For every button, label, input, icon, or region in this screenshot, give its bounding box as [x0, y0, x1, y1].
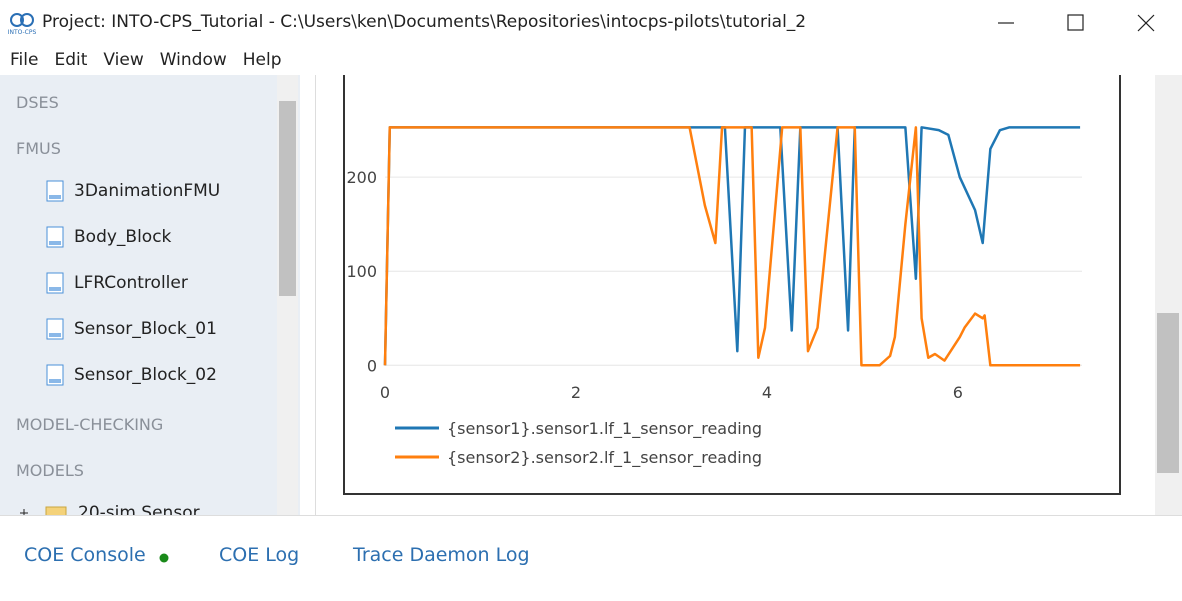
menu-item[interactable]: Edit	[54, 50, 88, 70]
menu-item[interactable]: Help	[242, 50, 282, 70]
tree-item[interactable]: LFRController	[46, 272, 188, 294]
divider	[315, 75, 316, 515]
tree-item[interactable]: 3DanimationFMU	[46, 180, 220, 202]
chart-frame: 0 100 200 0 2 4 6 {sensor1}.sensor1.lf_1_sensor…	[343, 75, 1121, 495]
y-tick-label: 200	[346, 168, 377, 187]
section-header[interactable]: DSES	[16, 93, 59, 112]
menu-bar: File Edit View Window Help	[0, 45, 1182, 75]
tree-item[interactable]: Sensor_Block_01	[46, 318, 217, 340]
tree-item[interactable]: Sensor_Block_02	[46, 364, 217, 386]
item-label: Sensor_Block_01	[74, 319, 217, 339]
item-label: Sensor_Block_02	[74, 365, 217, 385]
item-label: 3DanimationFMU	[74, 181, 221, 201]
window-controls[interactable]	[990, 10, 1170, 36]
menu-item[interactable]: View	[103, 50, 144, 70]
tab[interactable]: COE Console	[24, 544, 146, 566]
scrollbar[interactable]	[1155, 75, 1182, 515]
logo-text: INTO-CPS	[8, 29, 36, 36]
file-icon	[46, 226, 64, 248]
folder-icon	[20, 506, 67, 515]
window-title: Project: INTO-CPS_Tutorial - C:\Users\ke…	[42, 12, 807, 32]
item-label: LFRController	[74, 273, 188, 293]
scrollbar[interactable]	[277, 75, 298, 515]
series-line	[383, 126, 1081, 366]
y-tick-label: 100	[346, 262, 377, 281]
app-logo: INTO-CPS	[8, 13, 36, 36]
file-icon	[46, 318, 64, 340]
bottom-panel: COE Console COE Log Trace Daemon Log	[0, 515, 1182, 601]
section-header[interactable]: MODEL-CHECKING	[16, 415, 164, 434]
legend-label: {sensor1}.sensor1.lf_1_sensor_reading	[447, 419, 762, 439]
item-label: 20-sim Sensor	[78, 503, 200, 515]
scroll-thumb[interactable]	[279, 101, 296, 296]
y-tick-label: 0	[367, 356, 377, 375]
title-bar: INTO-CPS Project: INTO-CPS_Tutorial - C:…	[0, 0, 1182, 45]
x-tick-label: 4	[762, 383, 772, 402]
section-header[interactable]: MODELS	[16, 461, 84, 480]
scroll-thumb[interactable]	[1157, 313, 1179, 473]
x-tick-label: 6	[953, 383, 963, 402]
status-dot	[159, 553, 169, 563]
item-label: Body_Block	[74, 227, 172, 247]
sidebar: DSES FMUS 3DanimationFMU Body_Block LFRC…	[0, 75, 300, 515]
tree-item[interactable]: 20-sim Sensor	[18, 502, 200, 515]
menu-item[interactable]: File	[10, 50, 39, 70]
section-header[interactable]: FMUS	[16, 139, 61, 158]
tab[interactable]: COE Log	[219, 544, 300, 566]
chart: 0 100 200 0 2 4 6 {sensor1}.sensor1.lf_1_sensor…	[346, 126, 1082, 468]
menu-item[interactable]: Window	[159, 50, 227, 70]
tab[interactable]: Trace Daemon Log	[353, 544, 530, 566]
tree-item[interactable]: Body_Block	[46, 226, 171, 248]
x-tick-label: 0	[380, 383, 390, 402]
x-tick-label: 2	[571, 383, 581, 402]
legend-label: {sensor2}.sensor2.lf_1_sensor_reading	[447, 448, 762, 468]
series-line	[383, 126, 1081, 367]
file-icon	[46, 364, 64, 386]
file-icon	[46, 180, 64, 202]
file-icon	[46, 272, 64, 294]
